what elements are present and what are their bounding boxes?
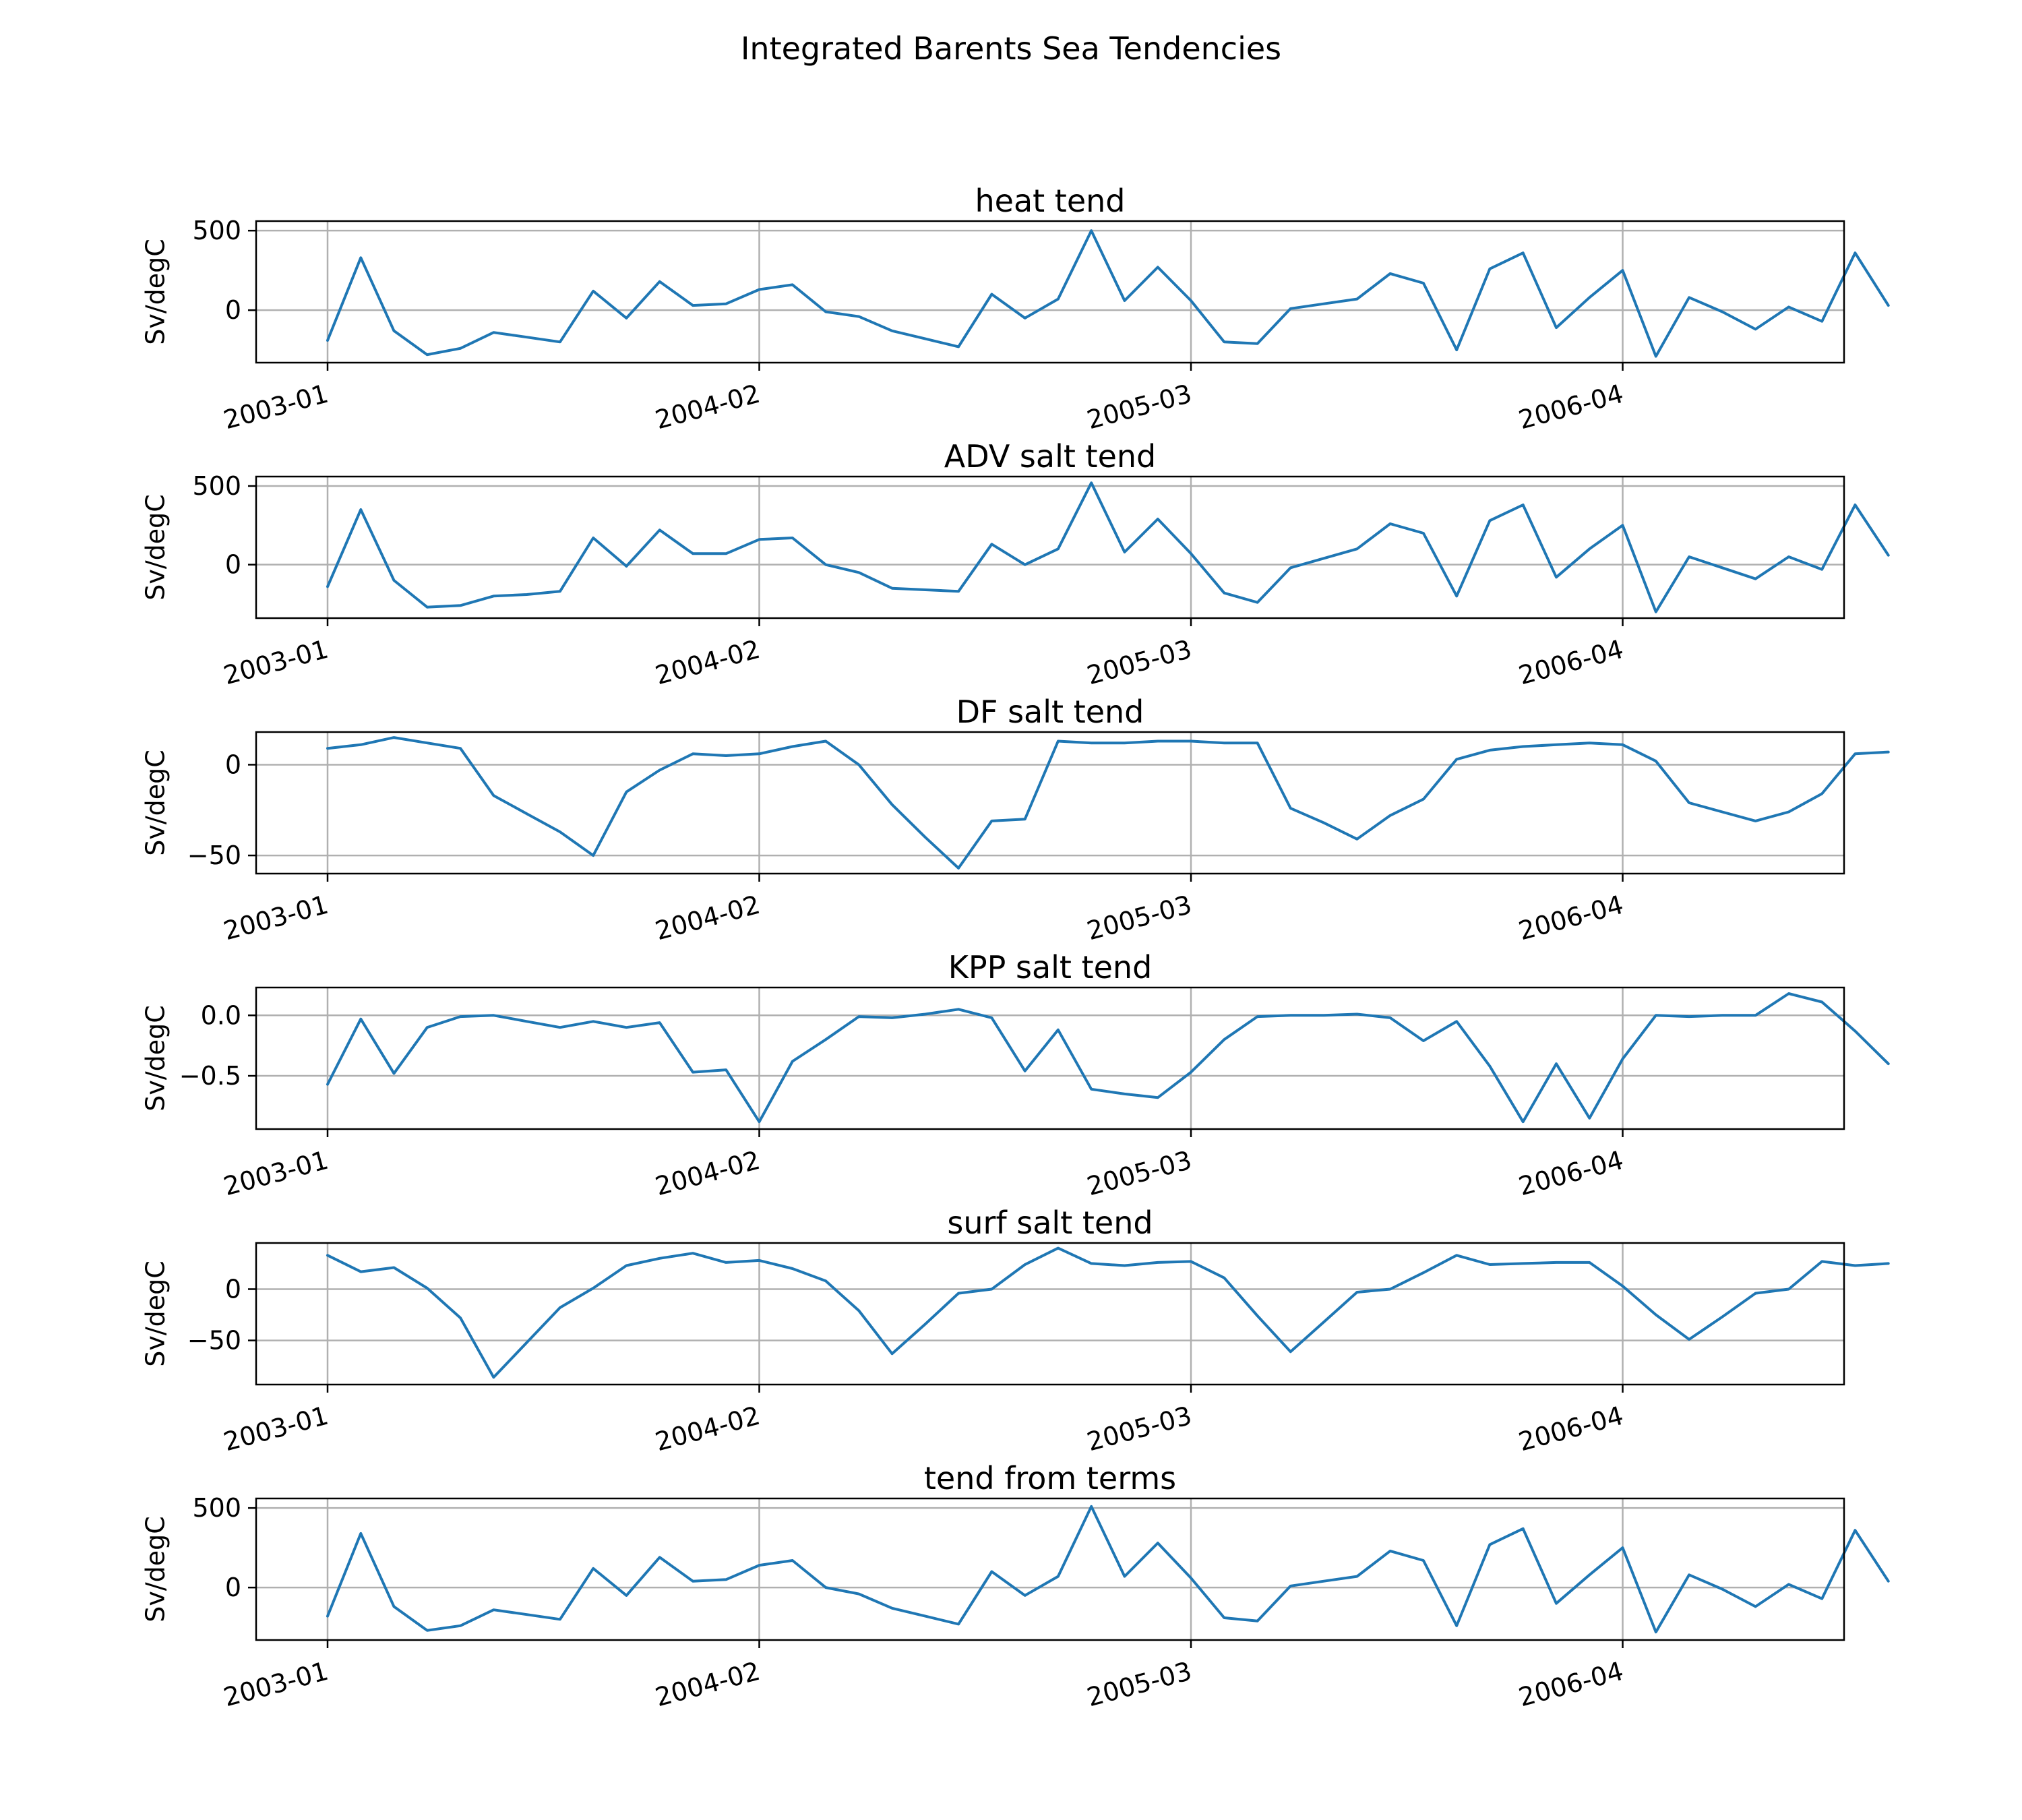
axes-frame (255, 1497, 1845, 1641)
y-tick-label: 500 (192, 216, 241, 245)
y-tick-label: 500 (192, 471, 241, 501)
y-tick-label: 0 (225, 295, 241, 325)
series-line (326, 1246, 1890, 1379)
series-line (326, 229, 1890, 358)
axes-frame (255, 731, 1845, 875)
axes-frame (255, 220, 1845, 364)
y-axis-label: Sv/degC (140, 1516, 170, 1622)
series-line (326, 481, 1890, 613)
y-axis-label: Sv/degC (140, 1005, 170, 1112)
y-tick-label: −50 (187, 841, 241, 870)
subplot-title: heat tend (975, 183, 1126, 219)
y-tick-label: −0.5 (179, 1061, 241, 1091)
y-tick-label: 0 (225, 750, 241, 779)
y-axis-label: Sv/degC (140, 494, 170, 601)
y-tick-label: 0 (225, 550, 241, 580)
axes-frame (255, 1242, 1845, 1386)
subplot-title: KPP salt tend (948, 949, 1153, 985)
y-tick-label: 0 (225, 1573, 241, 1602)
y-tick-label: −50 (187, 1326, 241, 1356)
subplot-title: ADV salt tend (944, 438, 1156, 475)
series-line (326, 1505, 1890, 1634)
y-tick-label: 500 (192, 1493, 241, 1523)
y-axis-label: Sv/degC (140, 750, 170, 856)
axes-frame (255, 986, 1845, 1130)
y-axis-label: Sv/degC (140, 239, 170, 345)
series-line (326, 736, 1890, 870)
series-line (326, 992, 1890, 1124)
subplot-title: surf salt tend (947, 1205, 1153, 1241)
subplot-title: DF salt tend (956, 694, 1144, 730)
figure-title: Integrated Barents Sea Tendencies (741, 30, 1281, 67)
y-tick-label: 0 (225, 1274, 241, 1304)
y-tick-label: 0.0 (201, 1000, 241, 1030)
y-axis-label: Sv/degC (140, 1261, 170, 1367)
axes-frame (255, 475, 1845, 619)
subplot-title: tend from terms (924, 1460, 1176, 1496)
